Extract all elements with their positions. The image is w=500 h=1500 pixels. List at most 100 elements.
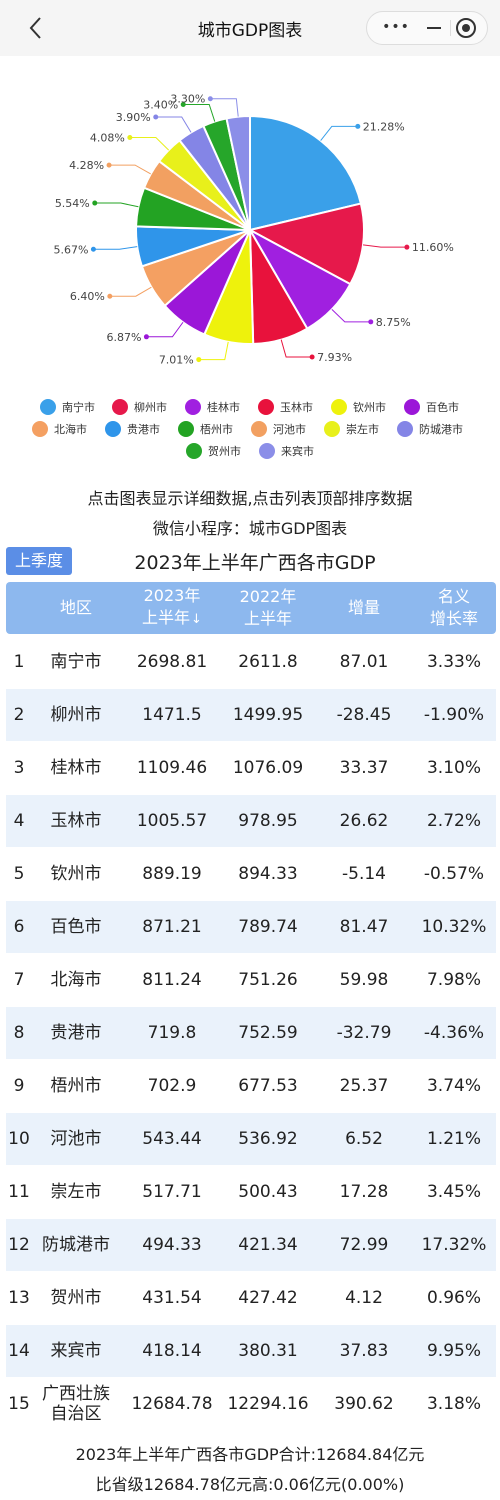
legend-item[interactable]: 玉林市 bbox=[258, 398, 313, 418]
cell-inc: 37.83 bbox=[339, 1341, 389, 1361]
table-row[interactable]: 6 百色市 871.21 789.74 81.47 10.32% bbox=[6, 901, 496, 953]
pie-leader-line bbox=[155, 116, 192, 133]
legend-label: 防城港市 bbox=[419, 423, 463, 436]
cell-inc: 390.62 bbox=[334, 1394, 394, 1414]
legend-label: 玉林市 bbox=[280, 401, 313, 414]
legend-item[interactable]: 崇左市 bbox=[324, 420, 379, 440]
table-row[interactable]: 8 贵港市 719.8 752.59 -32.79 -4.36% bbox=[6, 1007, 496, 1059]
table-row[interactable]: 4 玉林市 1005.57 978.95 26.62 2.72% bbox=[6, 795, 496, 847]
table-row[interactable]: 15 广西壮族 自治区 12684.78 12294.16 390.62 3.18% bbox=[6, 1378, 496, 1430]
legend-item[interactable]: 桂林市 bbox=[185, 398, 240, 418]
cell-rank: 10 bbox=[8, 1129, 30, 1149]
target-close-icon[interactable] bbox=[456, 18, 476, 38]
cell-inc: 26.62 bbox=[339, 811, 389, 831]
legend-label: 梧州市 bbox=[200, 423, 233, 436]
cell-rank: 13 bbox=[8, 1288, 30, 1308]
header-region[interactable]: 地区 bbox=[32, 582, 120, 634]
cell-v23: 811.24 bbox=[142, 970, 202, 990]
header-increase[interactable]: 增量 bbox=[316, 582, 412, 634]
legend-item[interactable]: 钦州市 bbox=[331, 398, 386, 418]
minimize-icon[interactable] bbox=[419, 12, 449, 44]
previous-quarter-button[interactable]: 上季度 bbox=[6, 547, 72, 575]
cell-v22: 500.43 bbox=[238, 1182, 298, 1202]
table-row[interactable]: 13 贺州市 431.54 427.42 4.12 0.96% bbox=[6, 1272, 496, 1324]
cell-inc: 17.28 bbox=[339, 1182, 389, 1202]
legend-label: 河池市 bbox=[273, 423, 306, 436]
cell-v22: 536.92 bbox=[238, 1129, 298, 1149]
pie-leader-dot bbox=[106, 162, 112, 168]
legend-item[interactable]: 柳州市 bbox=[112, 398, 167, 418]
header-2022-line1: 2022年 bbox=[239, 587, 297, 606]
legend-label: 贺州市 bbox=[208, 445, 241, 458]
legend-item[interactable]: 防城港市 bbox=[397, 420, 463, 440]
pie-leader-dot bbox=[207, 96, 213, 102]
cell-region: 南宁市 bbox=[50, 652, 102, 672]
legend-item[interactable]: 贵港市 bbox=[105, 420, 160, 440]
table-row[interactable]: 11 崇左市 517.71 500.43 17.28 3.45% bbox=[6, 1166, 496, 1218]
legend-label: 钦州市 bbox=[353, 401, 386, 414]
pie-leader-dot bbox=[404, 244, 410, 250]
cell-inc: 72.99 bbox=[339, 1235, 389, 1255]
table-row[interactable]: 2 柳州市 1471.5 1499.95 -28.45 -1.90% bbox=[6, 689, 496, 741]
table-row[interactable]: 14 来宾市 418.14 380.31 37.83 9.95% bbox=[6, 1325, 496, 1377]
legend-label: 来宾市 bbox=[281, 445, 314, 458]
pie-svg[interactable]: 21.28% 11.60% 8.75% 7.93% 7.01% 6.87% 6.40% 5.6… bbox=[0, 56, 500, 396]
legend-label: 贵港市 bbox=[127, 423, 160, 436]
table-row[interactable]: 5 钦州市 889.19 894.33 -5.14 -0.57% bbox=[6, 848, 496, 900]
pie-leader-dot bbox=[90, 246, 96, 252]
table-header: 地区 2023年 上半年↓ 2022年 上半年 增量 名义 增长率 bbox=[6, 582, 496, 634]
header-increase-label: 增量 bbox=[347, 598, 380, 617]
cell-v23: 1005.57 bbox=[136, 811, 208, 831]
legend-item[interactable]: 南宁市 bbox=[40, 398, 95, 418]
table-row[interactable]: 1 南宁市 2698.81 2611.8 87.01 3.33% bbox=[6, 636, 496, 688]
legend-item[interactable]: 梧州市 bbox=[178, 420, 233, 440]
cell-v23: 12684.78 bbox=[131, 1394, 213, 1414]
pie-leader-dot bbox=[180, 101, 186, 107]
legend-label: 柳州市 bbox=[134, 401, 167, 414]
table-row[interactable]: 12 防城港市 494.33 421.34 72.99 17.32% bbox=[6, 1219, 496, 1271]
legend-item[interactable]: 来宾市 bbox=[259, 442, 314, 462]
cell-rate: 10.32% bbox=[421, 917, 487, 937]
table-row[interactable]: 7 北海市 811.24 751.26 59.98 7.98% bbox=[6, 954, 496, 1006]
legend-color-dot-icon bbox=[397, 421, 413, 437]
pie-slice[interactable] bbox=[225, 114, 251, 231]
table-title: 2023年上半年广西各市GDP bbox=[134, 552, 376, 574]
cell-v23: 543.44 bbox=[142, 1129, 202, 1149]
cell-rank: 5 bbox=[13, 864, 25, 884]
table-row[interactable]: 9 梧州市 702.9 677.53 25.37 3.74% bbox=[6, 1060, 496, 1112]
legend-color-dot-icon bbox=[105, 421, 121, 437]
cell-region: 广西壮族 自治区 bbox=[32, 1378, 120, 1430]
header-2022-h1[interactable]: 2022年 上半年 bbox=[220, 582, 316, 634]
cell-region: 梧州市 bbox=[50, 1076, 102, 1096]
legend-item[interactable]: 北海市 bbox=[32, 420, 87, 440]
cell-v23: 871.21 bbox=[142, 917, 202, 937]
legend-label: 北海市 bbox=[54, 423, 87, 436]
legend-color-dot-icon bbox=[324, 421, 340, 437]
cell-v22: 978.95 bbox=[238, 811, 298, 831]
cell-inc: -32.79 bbox=[336, 1023, 392, 1043]
pie-leader-line bbox=[331, 308, 371, 323]
cell-region: 河池市 bbox=[50, 1129, 102, 1149]
cell-rank: 6 bbox=[13, 917, 25, 937]
legend-item[interactable]: 贺州市 bbox=[186, 442, 241, 462]
back-chevron-icon[interactable] bbox=[22, 12, 52, 44]
legend-item[interactable]: 河池市 bbox=[251, 420, 306, 440]
legend-item[interactable]: 百色市 bbox=[404, 398, 459, 418]
header-growth-rate[interactable]: 名义 增长率 bbox=[412, 582, 496, 634]
table-row[interactable]: 10 河池市 543.44 536.92 6.52 1.21% bbox=[6, 1113, 496, 1165]
cell-rank: 4 bbox=[13, 811, 25, 831]
cell-v22: 677.53 bbox=[238, 1076, 298, 1096]
more-dots-icon[interactable]: ••• bbox=[382, 19, 410, 35]
table-row[interactable]: 3 桂林市 1109.46 1076.09 33.37 3.10% bbox=[6, 742, 496, 794]
gdp-pie-chart[interactable]: 21.28% 11.60% 8.75% 7.93% 7.01% 6.87% 6.40% 5.6… bbox=[0, 56, 500, 396]
pie-data-label: 7.93% bbox=[317, 351, 352, 364]
pie-data-label: 4.28% bbox=[69, 159, 104, 172]
cell-v23: 719.8 bbox=[147, 1023, 197, 1043]
pie-leader-line bbox=[93, 246, 138, 250]
cell-rank: 8 bbox=[13, 1023, 25, 1043]
pie-slice[interactable] bbox=[247, 202, 365, 286]
pie-data-label: 5.54% bbox=[55, 197, 90, 210]
header-2023-h1[interactable]: 2023年 上半年↓ bbox=[124, 582, 220, 634]
pie-leader-dot bbox=[107, 293, 113, 299]
top-nav-bar: 城市GDP图表 ••• bbox=[0, 0, 500, 56]
